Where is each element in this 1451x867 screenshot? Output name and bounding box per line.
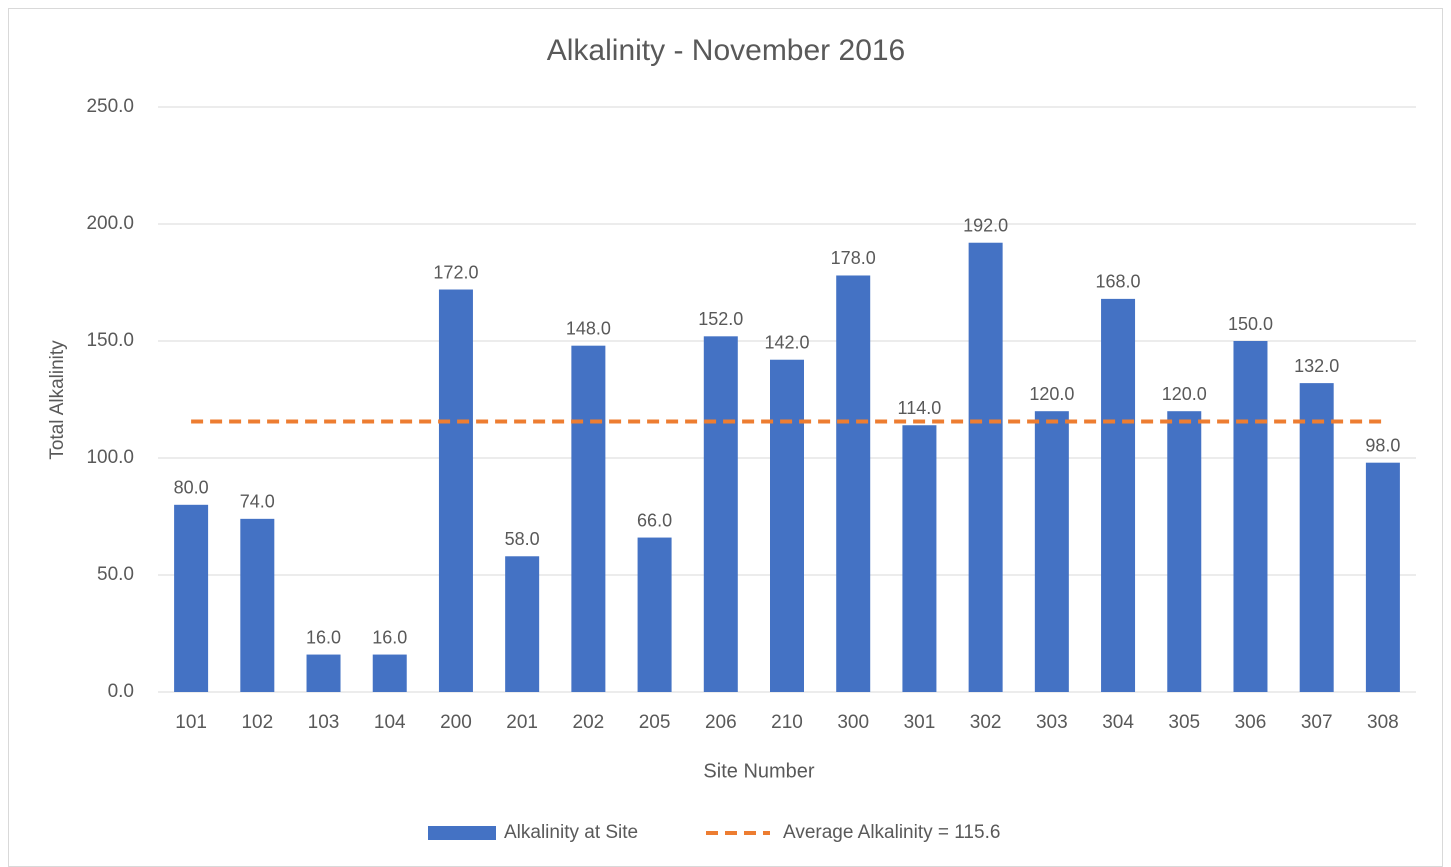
x-tick-label: 301 [904, 712, 936, 733]
data-label: 114.0 [898, 398, 942, 418]
x-tick-label: 303 [1036, 712, 1068, 733]
legend-label: Alkalinity at Site [504, 822, 638, 843]
y-tick-label: 150.0 [86, 330, 134, 351]
data-label: 98.0 [1365, 435, 1400, 455]
bar [703, 336, 738, 692]
x-axis-title: Site Number [703, 760, 814, 782]
bar [770, 359, 804, 692]
y-tick-label: 200.0 [86, 213, 134, 234]
x-tick-label: 200 [440, 712, 472, 733]
bar [372, 654, 407, 692]
bar [1299, 383, 1334, 692]
data-label: 74.0 [240, 492, 275, 512]
y-axis-title: Total Alkalinity [47, 340, 68, 460]
data-label: 152.0 [698, 309, 743, 329]
y-tick-label: 0.0 [108, 681, 134, 702]
bar [174, 504, 209, 692]
data-label: 80.0 [174, 478, 209, 498]
data-label: 142.0 [764, 332, 809, 352]
x-tick-label: 206 [705, 712, 737, 733]
data-label: 192.0 [963, 215, 1008, 235]
data-label: 172.0 [433, 262, 478, 282]
bar [836, 275, 871, 692]
bar [306, 654, 341, 692]
legend-label: Average Alkalinity = 115.6 [783, 822, 1000, 843]
y-tick-label: 250.0 [86, 96, 134, 117]
x-tick-label: 101 [175, 712, 207, 733]
bar [1233, 341, 1268, 692]
bar [1365, 462, 1400, 692]
x-tick-label: 305 [1168, 712, 1200, 733]
data-label: 16.0 [306, 627, 341, 647]
y-tick-label: 100.0 [86, 447, 134, 468]
data-label: 178.0 [831, 248, 876, 268]
data-label: 150.0 [1228, 314, 1273, 334]
chart-title: Alkalinity - November 2016 [547, 34, 906, 67]
x-tick-label: 104 [374, 712, 406, 733]
bar [438, 289, 473, 692]
x-tick-label: 306 [1235, 712, 1267, 733]
x-tick-label: 202 [573, 712, 605, 733]
bar [902, 425, 937, 692]
data-label: 16.0 [372, 627, 407, 647]
bar [571, 345, 606, 692]
data-label: 148.0 [566, 318, 611, 338]
bar [1167, 411, 1202, 692]
bar [637, 537, 672, 692]
x-tick-label: 307 [1301, 712, 1333, 733]
bar [1034, 411, 1069, 692]
data-label: 58.0 [505, 529, 540, 549]
legend-swatch [428, 826, 496, 840]
x-tick-label: 304 [1102, 712, 1134, 733]
x-tick-label: 201 [506, 712, 538, 733]
data-label: 120.0 [1162, 384, 1207, 404]
x-tick-label: 205 [639, 712, 671, 733]
bar [505, 556, 540, 692]
x-tick-label: 102 [241, 712, 273, 733]
x-tick-label: 103 [308, 712, 340, 733]
data-label: 120.0 [1029, 384, 1074, 404]
bar [1101, 298, 1136, 692]
y-tick-label: 50.0 [97, 564, 134, 585]
data-label: 66.0 [637, 510, 672, 530]
bar [240, 518, 275, 692]
data-label: 132.0 [1294, 356, 1339, 376]
x-tick-label: 308 [1367, 712, 1399, 733]
data-label: 168.0 [1096, 272, 1141, 292]
bar [968, 242, 1003, 692]
x-tick-label: 302 [970, 712, 1002, 733]
x-tick-label: 210 [771, 712, 803, 733]
x-tick-label: 300 [837, 712, 869, 733]
